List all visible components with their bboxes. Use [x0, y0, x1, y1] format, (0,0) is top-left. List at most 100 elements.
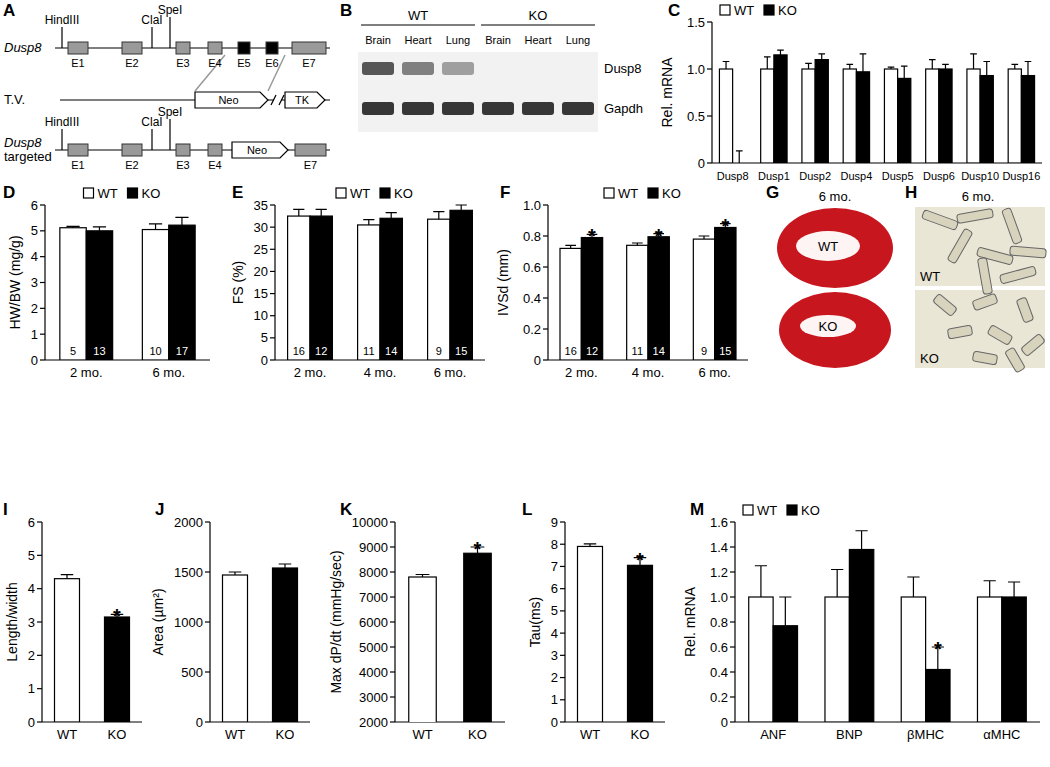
group-label: WT	[408, 8, 428, 23]
y-tick	[390, 646, 395, 647]
exon-label: E3	[176, 159, 189, 171]
y-tick	[390, 571, 395, 572]
legend-label: KO	[394, 186, 413, 201]
y-tick-label: 5	[551, 603, 558, 618]
cassette-label: Neo	[247, 144, 267, 156]
y-tick	[40, 359, 45, 360]
y-tick	[40, 308, 45, 309]
lane-label: Lung	[446, 34, 470, 46]
legend-swatch	[84, 188, 94, 198]
y-tick	[730, 671, 735, 672]
exon-label: E4	[208, 159, 221, 171]
legend-label: WT	[757, 503, 777, 518]
error-bar	[433, 212, 444, 220]
significance: *	[113, 605, 121, 627]
bar	[358, 225, 380, 360]
y-tick	[543, 359, 548, 360]
error-bar	[229, 572, 242, 575]
y-tick-label: 0.8	[710, 615, 728, 630]
bar	[715, 227, 736, 360]
panel-label: B	[340, 1, 352, 20]
y-tick	[543, 235, 548, 236]
y-tick-label: 0.2	[523, 322, 541, 337]
bar	[1021, 76, 1034, 163]
heart-section	[777, 208, 893, 288]
y-tick-label: 0.4	[523, 291, 541, 306]
error-bar	[699, 236, 710, 239]
error-bar	[416, 575, 430, 578]
y-tick	[390, 596, 395, 597]
y-tick-label: 5	[28, 548, 35, 563]
heart-section	[779, 292, 891, 368]
exon	[266, 42, 278, 54]
crossover-line	[195, 55, 225, 91]
y-tick	[707, 115, 712, 116]
y-axis-label: Rel. mRNA	[659, 57, 675, 128]
y-tick-label: 0.5	[687, 109, 705, 124]
y-tick-label: 1.0	[687, 62, 705, 77]
x-tick-label: WT	[225, 727, 245, 742]
y-tick-label: 3	[28, 615, 35, 630]
y-tick	[390, 621, 395, 622]
cardiomyocyte	[922, 210, 959, 231]
legend-swatch	[648, 188, 658, 198]
y-tick-label: 0	[721, 715, 728, 730]
exon-label: E6	[265, 57, 278, 69]
bar	[142, 230, 168, 360]
error-bar	[984, 581, 996, 597]
y-tick-label: 1000	[174, 615, 203, 630]
y-tick-label: 9000	[359, 540, 388, 555]
y-tick-label: 3	[31, 275, 38, 290]
y-tick	[205, 521, 210, 522]
plot-area	[60, 217, 195, 360]
y-tick-label: 0	[196, 715, 203, 730]
gel-band	[362, 62, 394, 75]
gel-band	[402, 102, 434, 115]
bar	[628, 565, 653, 722]
x-tick-label: KO	[631, 727, 650, 742]
image-label: KO	[819, 319, 838, 334]
image-label: KO	[920, 351, 939, 366]
site-line	[151, 129, 152, 150]
exon-label: E7	[302, 57, 315, 69]
y-tick-label: 6	[31, 198, 38, 213]
y-tick-label: 0	[28, 715, 35, 730]
gel-band	[482, 62, 514, 75]
image-title: 6 mo.	[819, 189, 852, 204]
y-tick	[730, 546, 735, 547]
n-label: 14	[653, 345, 665, 357]
n-label: 15	[719, 345, 731, 357]
bar	[169, 225, 195, 360]
legend-swatch	[743, 505, 753, 515]
exon-label: E1	[71, 159, 84, 171]
bar	[967, 69, 980, 163]
bar	[749, 597, 773, 722]
exon	[238, 42, 250, 54]
error-bar	[386, 213, 397, 219]
gel-band	[442, 62, 474, 75]
y-tick	[37, 655, 42, 656]
exon	[208, 144, 222, 156]
bar	[627, 245, 648, 360]
error-bar	[907, 577, 919, 597]
x-tick-label: Dusp8	[717, 170, 749, 182]
y-tick	[730, 696, 735, 697]
significance: *	[588, 225, 596, 247]
error-bar	[61, 575, 74, 579]
exon	[176, 42, 190, 54]
exon-label: E7	[304, 159, 317, 171]
cassette	[285, 92, 325, 108]
bar	[223, 575, 248, 722]
line-break	[279, 95, 284, 105]
x-tick-label: 2 mo.	[565, 365, 598, 380]
site-label: HindIII	[45, 115, 80, 129]
y-tick-label: 7000	[359, 590, 388, 605]
bar	[939, 69, 952, 163]
group-line	[481, 25, 595, 26]
y-axis-label: Max dP/dt (mmHg/sec)	[328, 550, 344, 693]
y-tick	[730, 621, 735, 622]
cassette	[232, 142, 288, 158]
row-label: Gapdh	[604, 101, 643, 116]
n-label: 17	[176, 345, 188, 357]
site-line	[151, 27, 152, 48]
